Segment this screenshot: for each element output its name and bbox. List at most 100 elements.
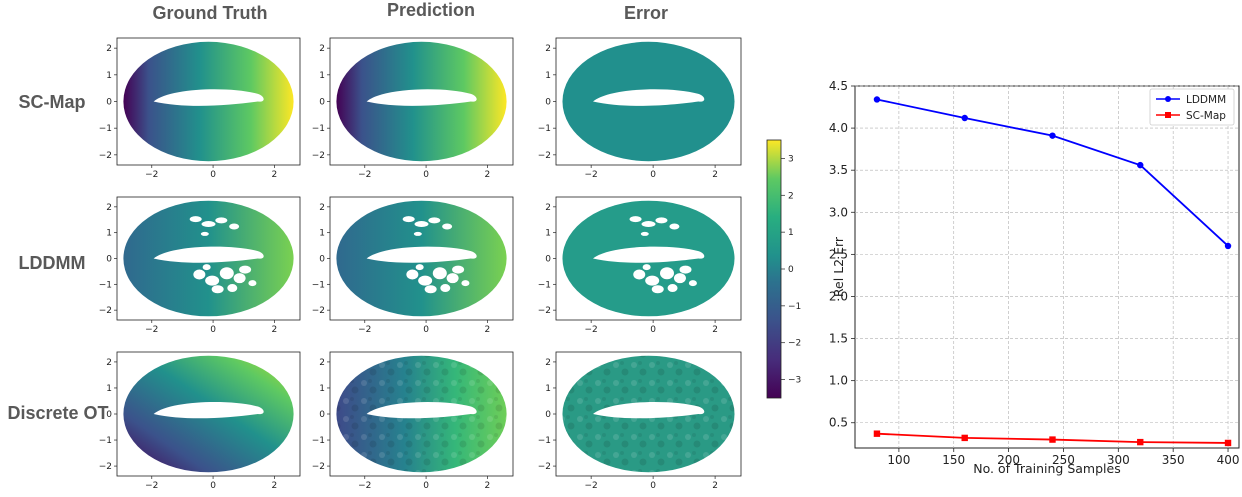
y-tick-label: 1 xyxy=(106,384,112,394)
legend-marker-sc-map xyxy=(1165,112,1171,118)
y-tick-label: 1.5 xyxy=(829,332,848,346)
y-tick-label: 2 xyxy=(545,44,551,54)
missing-region xyxy=(193,269,206,280)
missing-region xyxy=(189,216,202,223)
panel-discrete-ot-prediction: 2 1 0 −1 −2 −2 0 2 xyxy=(312,351,514,491)
y-tick-label: −1 xyxy=(538,124,551,134)
y-tick-label: 2 xyxy=(319,203,325,213)
x-tick-label: 2 xyxy=(712,325,718,335)
x-tick-label: −2 xyxy=(145,325,158,335)
x-tick-label: −2 xyxy=(145,170,158,180)
x-tick-label: −2 xyxy=(585,481,598,491)
missing-region xyxy=(219,267,234,280)
series-layer xyxy=(873,96,1232,447)
missing-region xyxy=(432,267,447,280)
missing-region xyxy=(669,223,680,230)
y-tick-label: −1 xyxy=(312,124,325,134)
x-tick-label: 0 xyxy=(650,325,656,335)
legend: LDDMM SC-Map xyxy=(1149,88,1235,126)
point-sc-map xyxy=(961,434,968,442)
airfoil-hole xyxy=(593,246,705,263)
airfoil-hole xyxy=(153,402,264,419)
panel-sc-map-prediction: 2 1 0 −1 −2 −2 0 2 xyxy=(312,37,514,180)
missing-region xyxy=(642,264,651,271)
point-lddmm xyxy=(1049,132,1056,139)
x-tick-label: −2 xyxy=(145,481,158,491)
y-tick-label: −2 xyxy=(538,462,551,472)
colorbar-tick-label: 0 xyxy=(788,265,794,275)
colorbar-tick-label: 2 xyxy=(788,191,794,201)
missing-region xyxy=(428,217,441,224)
point-lddmm xyxy=(873,96,881,103)
missing-region xyxy=(418,275,433,286)
point-lddmm xyxy=(1224,242,1232,250)
x-tick-label: 2 xyxy=(485,325,491,335)
x-tick-label: 2 xyxy=(272,170,278,180)
panel-sc-map-error: 2 1 0 −1 −2 −2 0 2 xyxy=(538,37,742,180)
y-tick-label: −2 xyxy=(538,306,551,316)
missing-region xyxy=(655,217,668,224)
y-tick-label: 0 xyxy=(545,98,551,108)
y-tick-label: 4.5 xyxy=(829,79,848,93)
y-tick-label: −2 xyxy=(312,306,325,316)
gridlines xyxy=(855,85,1239,448)
missing-region xyxy=(205,275,220,286)
x-tick-label: 0 xyxy=(210,170,216,180)
missing-region xyxy=(413,231,422,236)
colorbar-tick-label: 1 xyxy=(788,228,794,238)
y-tick-label: 1 xyxy=(319,71,325,81)
missing-region xyxy=(233,273,246,284)
x-tick-label: 350 xyxy=(1162,453,1185,467)
missing-region xyxy=(645,275,660,286)
x-tick-label: 2 xyxy=(712,481,718,491)
missing-region xyxy=(660,267,674,280)
missing-region xyxy=(629,216,642,223)
missing-region xyxy=(442,223,453,230)
x-tick-label: 0 xyxy=(650,170,656,180)
x-tick-label: 0 xyxy=(650,481,656,491)
y-tick-label: 3.0 xyxy=(829,205,848,219)
missing-region xyxy=(201,221,216,228)
missing-region xyxy=(414,221,429,228)
y-tick-label: −1 xyxy=(538,436,551,446)
y-tick-label: 2.0 xyxy=(829,289,848,303)
missing-region xyxy=(641,221,656,228)
x-axis-label: No. of Training Samples xyxy=(973,461,1120,476)
y-tick-label: −1 xyxy=(99,280,112,290)
missing-region xyxy=(424,285,437,294)
y-tick-label: 0 xyxy=(545,255,551,265)
y-tick-label: −2 xyxy=(99,306,112,316)
y-tick-label: −1 xyxy=(99,436,112,446)
x-tick-label: −2 xyxy=(585,325,598,335)
y-tick-label: −1 xyxy=(312,280,325,290)
y-tick-label: 2 xyxy=(319,358,325,368)
colorbar-tick-label: −1 xyxy=(788,302,801,312)
missing-region xyxy=(239,265,252,274)
y-tick-label: 0 xyxy=(319,255,325,265)
y-axis-label: Rel L2 Err xyxy=(831,236,846,297)
missing-region xyxy=(211,285,224,294)
x-tick-label: −2 xyxy=(358,325,371,335)
point-sc-map xyxy=(1137,438,1144,446)
y-tick-label: 2.5 xyxy=(829,247,848,261)
y-tick-label: 2 xyxy=(106,203,112,213)
y-tick-label: 0 xyxy=(319,98,325,108)
missing-region xyxy=(440,284,451,293)
y-tick-label: 1 xyxy=(106,71,112,81)
x-tick-label: 100 xyxy=(887,453,910,467)
x-tick-label: 0 xyxy=(423,481,429,491)
y-tick-label: 0 xyxy=(106,255,112,265)
y-tick-label: 1.0 xyxy=(829,374,848,388)
missing-region xyxy=(688,280,697,287)
row-label-lddmm: LDDMM xyxy=(19,253,86,273)
x-tick-label: −2 xyxy=(358,481,371,491)
panel-lddmm-ground-truth: 2 1 0 −1 −2 −2 0 2 xyxy=(99,196,301,335)
header-error: Error xyxy=(624,3,668,23)
airfoil-hole xyxy=(593,402,705,419)
panel-grid: 2 1 0 −1 −2 −2 0 2 2 1 0 −1 −2 −2 0 2 2 1 0 −1 −2 −2 0 2 2 1 0 −1 −2… xyxy=(99,37,742,491)
airfoil-hole xyxy=(153,246,264,263)
point-sc-map xyxy=(873,430,881,437)
missing-region xyxy=(679,265,692,274)
y-tick-label: −2 xyxy=(99,462,112,472)
